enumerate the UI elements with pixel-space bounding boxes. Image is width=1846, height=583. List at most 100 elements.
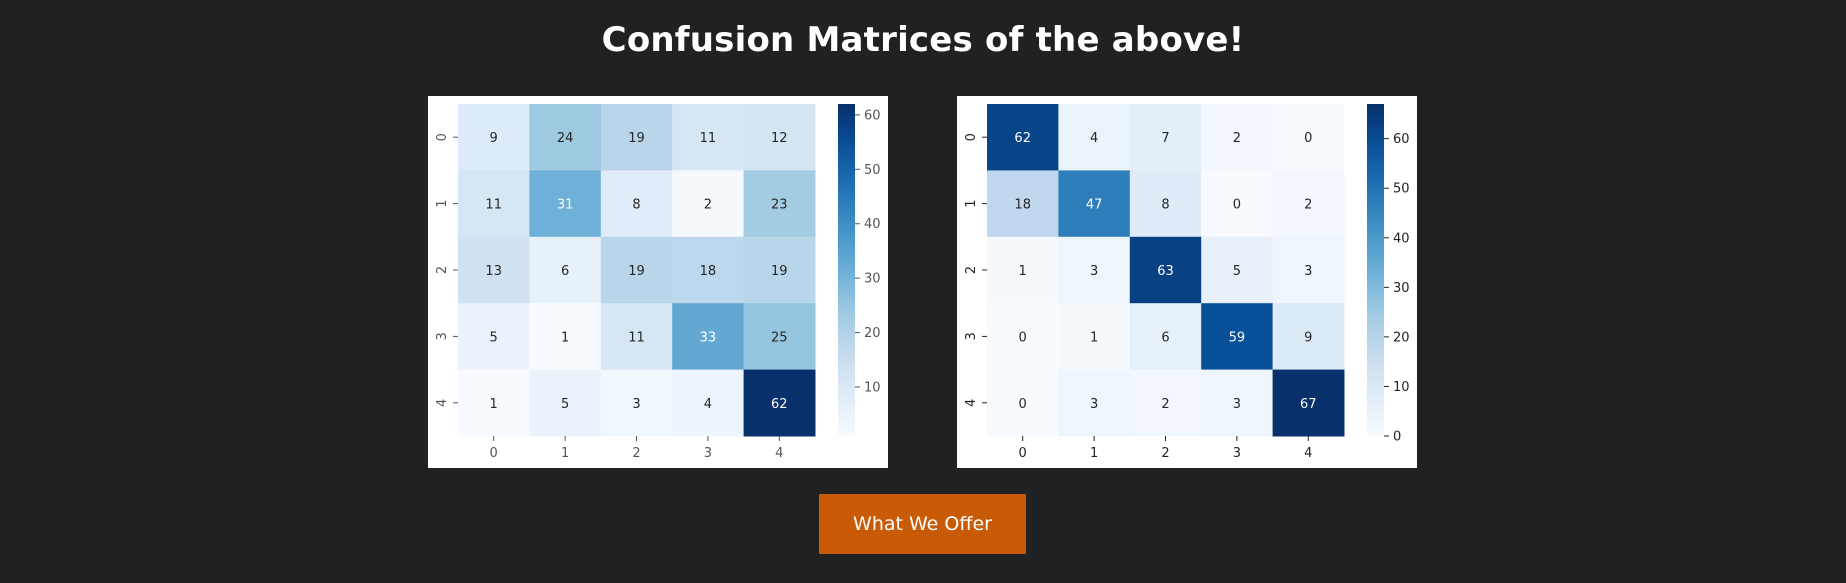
cell-value: 18 — [1014, 198, 1031, 213]
cell-value: 23 — [771, 198, 788, 213]
cell-value: 13 — [485, 264, 502, 279]
heatmap-cell — [1201, 303, 1274, 371]
x-tick-label: 3 — [1233, 446, 1241, 461]
heatmap-cell — [743, 369, 816, 437]
heatmap-cell — [1058, 170, 1131, 238]
heatmap-cell — [458, 104, 530, 171]
heatmap-cell — [987, 236, 1059, 304]
cell-value: 12 — [771, 131, 788, 146]
cell-value: 5 — [1233, 264, 1241, 279]
x-tick-label: 3 — [704, 446, 712, 461]
heatmap-cell — [529, 303, 602, 371]
colorbar-tick-label: 40 — [864, 217, 881, 232]
heatmap-cell — [672, 104, 745, 171]
x-tick-label: 0 — [490, 446, 498, 461]
colorbar-tick-label: 20 — [864, 326, 881, 341]
cell-value: 59 — [1229, 330, 1246, 345]
cell-value: 8 — [632, 198, 640, 213]
colorbar-tick-label: 10 — [1393, 380, 1410, 395]
heatmap-cell — [743, 303, 816, 371]
cell-value: 62 — [771, 397, 788, 412]
heatmap-cell — [1272, 236, 1345, 304]
heatmap-cell — [1201, 170, 1274, 238]
heatmap-cell — [600, 369, 673, 437]
heatmap-cell — [1058, 104, 1131, 171]
confusion-matrix-right: 62 4 7 2 0 18 47 8 0 2 1 3 63 5 3 0 1 6 59 9 0 3 2 3 67 0 1 2 3 4 0 1 2 3… — [957, 96, 1417, 468]
heatmap-cell — [1129, 170, 1202, 238]
cell-value: 5 — [561, 397, 569, 412]
cell-value: 3 — [1090, 397, 1098, 412]
heatmap-cell — [1272, 104, 1345, 171]
confusion-matrix-left: 9 24 19 11 12 11 31 8 2 23 13 6 19 18 19 5 1 11 33 25 1 5 3 4 62… — [428, 96, 888, 468]
y-tick-label: 1 — [435, 199, 450, 207]
heatmap-cell — [1201, 369, 1274, 437]
page-title: Confusion Matrices of the above! — [601, 20, 1245, 60]
y-tick-label: 0 — [435, 133, 450, 141]
x-tick-label: 2 — [1161, 446, 1169, 461]
cell-value: 0 — [1304, 131, 1312, 146]
y-tick-label: 3 — [435, 332, 450, 340]
cell-value: 19 — [628, 131, 645, 146]
cell-value: 3 — [1233, 397, 1241, 412]
cell-value: 0 — [1019, 397, 1027, 412]
cell-value: 1 — [1019, 264, 1027, 279]
colorbar-tick-label: 50 — [1393, 182, 1410, 197]
cell-value: 33 — [700, 330, 717, 345]
cell-value: 47 — [1086, 198, 1103, 213]
cell-value: 1 — [490, 397, 498, 412]
heatmap-cell — [458, 369, 530, 437]
heatmap-cell — [529, 369, 602, 437]
cell-value: 24 — [557, 131, 574, 146]
heatmap-cell — [743, 170, 816, 238]
heatmap-cell — [987, 104, 1059, 171]
heatmap-cell — [987, 303, 1059, 371]
heatmap-cell — [529, 236, 602, 304]
y-tick-label: 1 — [964, 199, 979, 207]
heatmap-cell — [1201, 236, 1274, 304]
y-tick-label: 0 — [964, 133, 979, 141]
heatmap-cell — [1272, 303, 1345, 371]
cell-value: 0 — [1019, 330, 1027, 345]
colorbar-tick-label: 0 — [1393, 430, 1401, 445]
cell-value: 19 — [628, 264, 645, 279]
cell-value: 4 — [1090, 131, 1098, 146]
colorbar-tick-label: 10 — [864, 381, 881, 396]
heatmap-cell — [529, 104, 602, 171]
x-tick-label: 1 — [1090, 446, 1098, 461]
heatmap-cell — [672, 369, 745, 437]
heatmap-cell — [458, 170, 530, 238]
heatmap-cell — [672, 170, 745, 238]
heatmap-cell — [1129, 369, 1202, 437]
heatmap-cell — [458, 236, 530, 304]
x-tick-label: 4 — [1304, 446, 1312, 461]
heatmap-cell — [1129, 104, 1202, 171]
heatmap-cell — [743, 104, 816, 171]
y-tick-label: 4 — [964, 399, 979, 407]
cell-value: 62 — [1014, 131, 1031, 146]
cell-value: 67 — [1300, 397, 1317, 412]
heatmap-cell — [1272, 170, 1345, 238]
x-tick-label: 2 — [632, 446, 640, 461]
what-we-offer-button[interactable]: What We Offer — [819, 494, 1026, 554]
y-tick-label: 2 — [964, 266, 979, 274]
heatmap-cell — [1201, 104, 1274, 171]
heatmap-cell — [458, 303, 530, 371]
cell-value: 31 — [557, 198, 574, 213]
heatmap-cell — [672, 303, 745, 371]
heatmap-cell — [600, 170, 673, 238]
cell-value: 7 — [1161, 131, 1169, 146]
cell-value: 18 — [700, 264, 717, 279]
heatmap-cell — [600, 104, 673, 171]
heatmap-cell — [1129, 236, 1202, 304]
heatmap-cell — [1272, 369, 1345, 437]
x-tick-label: 4 — [775, 446, 783, 461]
cell-value: 11 — [700, 131, 717, 146]
heatmap-cell — [1058, 369, 1131, 437]
cell-value: 6 — [561, 264, 569, 279]
cell-value: 11 — [485, 198, 502, 213]
heatmap-cell — [987, 369, 1059, 437]
cell-value: 2 — [1304, 198, 1312, 213]
cell-value: 4 — [704, 397, 712, 412]
x-tick-label: 1 — [561, 446, 569, 461]
